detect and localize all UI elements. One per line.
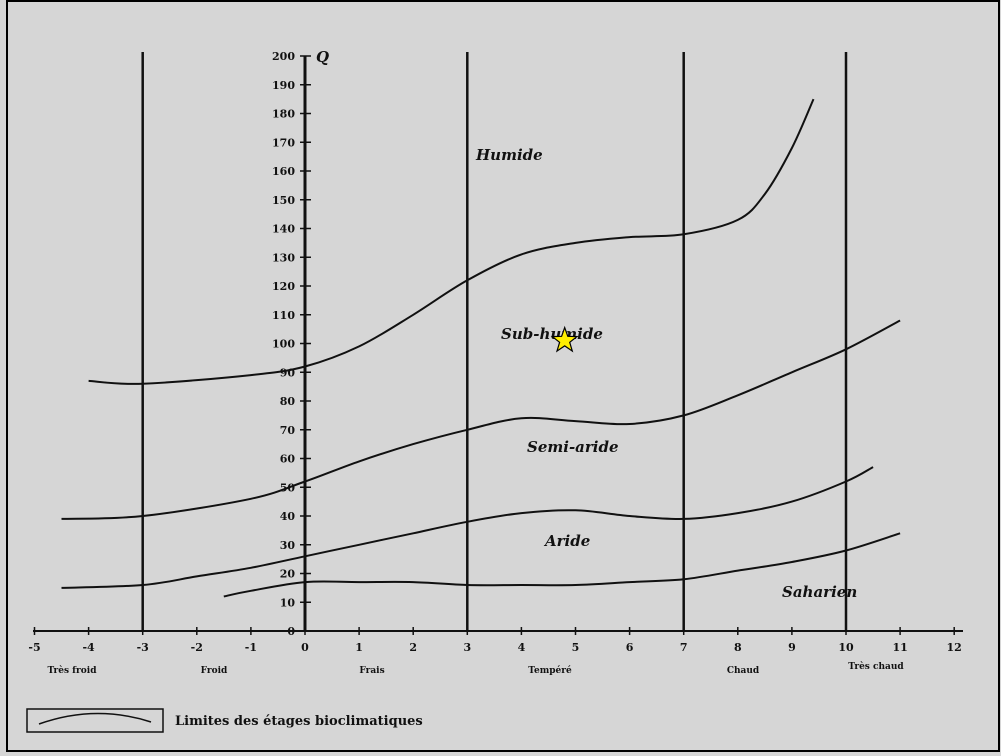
x-tick-label: -3: [137, 641, 149, 654]
y-tick-label: 170: [272, 136, 295, 149]
zone-label: Froid: [201, 666, 228, 676]
y-tick-label: 30: [280, 539, 296, 552]
x-tick-label: 6: [626, 641, 634, 654]
y-tick-label: 40: [280, 510, 296, 523]
y-tick-label: 80: [280, 395, 296, 408]
x-tick-label: 3: [463, 641, 471, 654]
region-label: Semi-aride: [527, 438, 619, 456]
y-tick-label: 200: [272, 50, 295, 63]
y-tick-label: 140: [272, 223, 295, 236]
x-tick-label: -1: [245, 641, 257, 654]
y-tick-label: 10: [280, 596, 296, 609]
x-axis-ticks: -5 -4 -3 -2 -1 0 1 2 3 4 5 6 7 8 9 10 11 12: [28, 627, 962, 654]
y-tick-label: 110: [272, 309, 295, 322]
x-tick-label: 2: [409, 641, 417, 654]
region-label: Humide: [475, 146, 543, 164]
x-tick-label: 8: [734, 641, 742, 654]
x-tick-label: -2: [191, 641, 203, 654]
x-tick-label: -4: [82, 641, 95, 654]
region-label: Aride: [543, 532, 590, 550]
zone-label: Très chaud: [848, 661, 904, 672]
boundary-curve-4: [223, 532, 901, 598]
x-tick-label: 5: [572, 641, 580, 654]
y-axis-label: Q: [316, 48, 329, 66]
x-tick-label: 10: [838, 641, 854, 654]
star-icon: [550, 325, 579, 353]
zone-label: Chaud: [727, 666, 760, 676]
star-marker: [550, 325, 579, 353]
zone-label: Tempéré: [528, 665, 572, 676]
y-axis-ticks: 2001901801701601501401301201101009080706…: [272, 50, 311, 638]
x-tick-label: 11: [892, 641, 907, 654]
boundary-curve-3: [61, 466, 874, 589]
vertical-boundary-lines: [141, 52, 848, 631]
x-tick-label: 9: [788, 641, 796, 654]
legend-swatch-box: [26, 708, 164, 733]
legend: Limites des étages bioclimatiques: [26, 708, 423, 733]
y-tick-label: 0: [287, 625, 295, 638]
y-tick-label: 20: [280, 568, 296, 581]
y-tick-label: 190: [272, 79, 295, 92]
bioclimatic-boundary-curves: [61, 98, 901, 598]
y-tick-label: 90: [280, 366, 296, 379]
y-tick-label: 130: [272, 251, 295, 264]
legend-label: Limites des étages bioclimatiques: [175, 714, 423, 729]
x-tick-label: 7: [680, 641, 688, 654]
y-tick-label: 150: [272, 194, 295, 207]
y-tick-label: 100: [272, 338, 295, 351]
boundary-curve-1: [88, 98, 815, 385]
x-tick-label: 0: [301, 641, 309, 654]
x-tick-label: 12: [947, 641, 962, 654]
x-tick-label: 1: [355, 641, 363, 654]
chart-frame: [6, 0, 1000, 752]
x-tick-label: 4: [518, 641, 526, 654]
zone-label: Frais: [359, 666, 384, 676]
legend-curve-sample: [38, 712, 152, 725]
boundary-curve-2: [61, 319, 901, 520]
axes: [33, 56, 963, 632]
y-tick-label: 60: [280, 453, 296, 466]
region-labels: Humide Sub-humide Semi-aride Aride Saharien: [475, 146, 857, 601]
region-label: Sub-humide: [501, 325, 603, 343]
zone-label: Très froid: [47, 665, 97, 676]
y-tick-label: 180: [272, 108, 295, 121]
x-tick-label: -5: [28, 641, 40, 654]
y-tick-label: 70: [280, 424, 296, 437]
y-tick-label: 120: [272, 280, 295, 293]
zone-labels: Très froid Froid Frais Tempéré Chaud Très cha…: [47, 661, 904, 676]
region-label: Saharien: [782, 583, 857, 601]
y-tick-label: 160: [272, 165, 295, 178]
